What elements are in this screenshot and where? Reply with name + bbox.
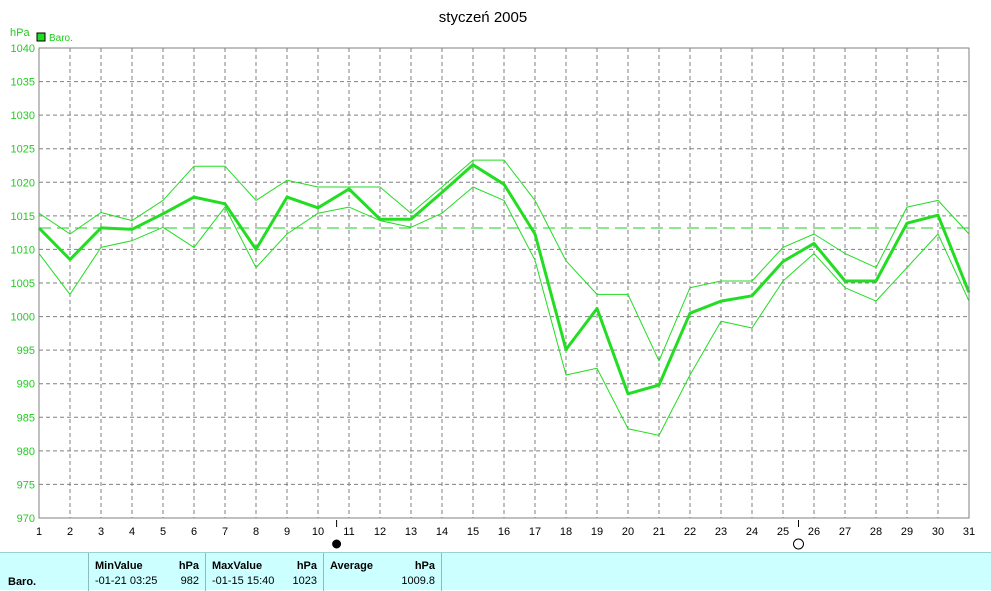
grid (38, 47, 970, 519)
min-date: -01-21 03:25 (95, 575, 158, 587)
x-tick-label-15: 16 (498, 526, 510, 538)
avg-value: 1009.8 (401, 575, 435, 587)
stats-footer: Baro. MinValue hPa -01-21 03:25 982 MaxV… (0, 552, 991, 591)
x-tick-label-3: 4 (129, 526, 135, 538)
y-tick-label-8: 1010 (11, 244, 35, 256)
y-tick-label-5: 995 (17, 345, 35, 357)
legend: Baro. (36, 32, 73, 44)
footer-avg-cell: Average hPa 1009.8 (324, 553, 442, 591)
max-date: -01-15 15:40 (212, 575, 275, 587)
x-tick-label-22: 23 (715, 526, 727, 538)
max-header: MaxValue (212, 560, 263, 572)
max-value: 1023 (292, 575, 317, 587)
y-tick-label-0: 970 (17, 513, 35, 525)
min-value: 982 (180, 575, 199, 587)
chart-title: styczeń 2005 (439, 9, 527, 26)
x-tick-label-4: 5 (160, 526, 166, 538)
x-tick-label-24: 25 (777, 526, 789, 538)
x-tick-label-2: 3 (98, 526, 104, 538)
y-tick-label-4: 990 (17, 379, 35, 391)
x-tick-label-29: 30 (932, 526, 944, 538)
y-tick-label-1: 975 (17, 479, 35, 491)
y-tick-labels: 970 975 980 985 990 995 1000 1005 1010 1015 1020 10… (11, 43, 35, 525)
footer-min-cell: MinValue hPa -01-21 03:25 982 (89, 553, 206, 591)
x-tick-label-19: 20 (622, 526, 634, 538)
x-tick-label-13: 14 (436, 526, 448, 538)
x-tick-label-25: 26 (808, 526, 820, 538)
x-tick-label-12: 13 (405, 526, 417, 538)
x-tick-label-30: 31 (963, 526, 975, 538)
x-tick-label-14: 15 (467, 526, 479, 538)
full-moon-icon (793, 538, 804, 550)
x-tick-label-18: 19 (591, 526, 603, 538)
new-moon-icon (332, 539, 342, 549)
x-tick-label-6: 7 (222, 526, 228, 538)
y-tick-label-13: 1035 (11, 77, 35, 89)
y-tick-label-3: 985 (17, 412, 35, 424)
footer-row-label: Baro. (8, 576, 37, 588)
x-tick-label-20: 21 (653, 526, 665, 538)
x-tick-label-11: 12 (374, 526, 386, 538)
x-tick-label-26: 27 (839, 526, 851, 538)
x-tick-label-7: 8 (253, 526, 259, 538)
y-axis-label: hPa (10, 27, 30, 39)
footer-max-cell: MaxValue hPa -01-15 15:40 1023 (206, 553, 324, 591)
min-header: MinValue (95, 560, 143, 572)
avg-header: Average (330, 560, 374, 572)
x-tick-label-27: 28 (870, 526, 882, 538)
series-line-upper (38, 159, 970, 362)
series-line-baro (37, 163, 971, 396)
plot-frame (38, 47, 970, 519)
x-tick-label-8: 9 (284, 526, 290, 538)
max-unit: hPa (296, 560, 317, 572)
footer-row-label-cell: Baro. (0, 553, 89, 591)
y-tick-label-11: 1025 (11, 144, 35, 156)
x-tick-labels: 1 2 3 4 5 6 7 8 9 10 11 12 13 14 15 16 17 18 19 20 21 22 23 24 2… (36, 526, 975, 538)
y-tick-label-9: 1015 (11, 211, 35, 223)
min-unit: hPa (178, 560, 199, 572)
y-tick-label-7: 1005 (11, 278, 35, 290)
legend-swatch (36, 32, 46, 42)
x-tick-label-17: 18 (560, 526, 572, 538)
x-tick-label-0: 1 (36, 526, 42, 538)
moon-markers (332, 520, 804, 550)
y-tick-label-2: 980 (17, 446, 35, 458)
series-lines (37, 159, 971, 436)
series-line-lower (38, 186, 970, 436)
y-tick-label-10: 1020 (11, 177, 35, 189)
x-tick-label-28: 29 (901, 526, 913, 538)
x-tick-label-1: 2 (67, 526, 73, 538)
x-tick-label-23: 24 (746, 526, 758, 538)
y-tick-label-14: 1040 (11, 43, 35, 55)
x-tick-label-9: 10 (312, 526, 324, 538)
x-tick-label-21: 22 (684, 526, 696, 538)
x-tick-label-5: 6 (191, 526, 197, 538)
x-tick-label-16: 17 (529, 526, 541, 538)
legend-label: Baro. (49, 33, 73, 44)
chart: styczeń 2005 hPa Baro. 97097598098599099… (10, 9, 975, 550)
y-tick-label-6: 1000 (11, 312, 35, 324)
y-tick-label-12: 1030 (11, 110, 35, 122)
x-tick-label-10: 11 (343, 526, 354, 538)
avg-unit: hPa (414, 560, 435, 572)
